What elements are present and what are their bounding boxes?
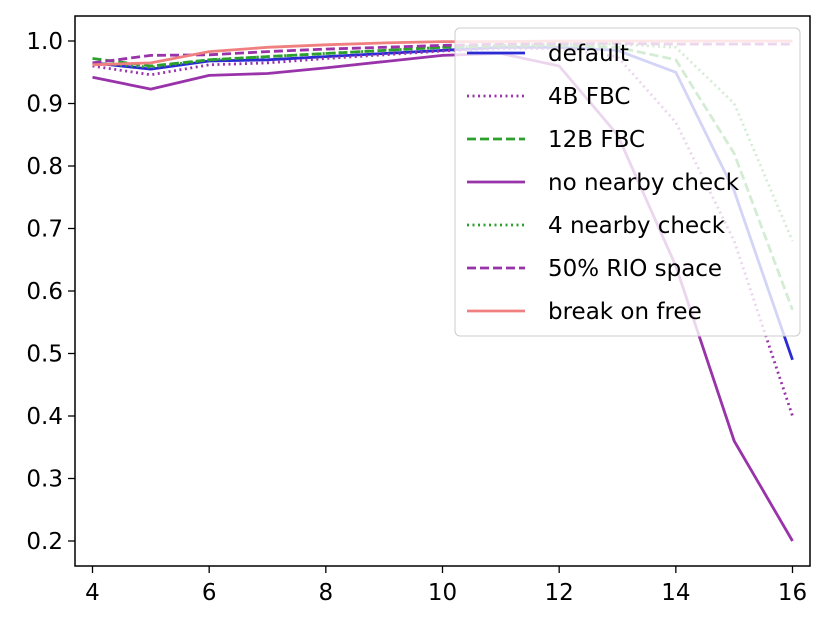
- x-tick-label: 10: [428, 580, 457, 606]
- x-tick-label: 16: [778, 580, 807, 606]
- axis-ticks: 4 6 8 10 12 14 16 0.2 0.3 0.4 0.5 0.6 0.7 0.8 0.9 1.0: [26, 29, 807, 606]
- legend-label: break on free: [548, 299, 702, 325]
- y-tick-label: 0.2: [26, 529, 63, 555]
- series-line-50-rio-space: [92, 42, 793, 65]
- legend-box: [454, 27, 801, 337]
- legend-label: 12B FBC: [548, 127, 645, 153]
- legend-label: 50% RIO space: [548, 256, 722, 282]
- legend-label: 4B FBC: [548, 84, 630, 110]
- y-tick-label: 0.8: [26, 154, 63, 180]
- y-tick-label: 0.9: [26, 92, 63, 118]
- legend-label: default: [548, 41, 629, 67]
- y-tick-label: 0.6: [26, 279, 63, 305]
- x-tick-label: 8: [319, 580, 334, 606]
- y-tick-label: 0.4: [26, 404, 63, 430]
- y-tick-label: 1.0: [26, 29, 63, 55]
- x-tick-label: 4: [85, 580, 100, 606]
- x-tick-label: 6: [202, 580, 217, 606]
- x-tick-label: 12: [545, 580, 574, 606]
- y-tick-label: 0.3: [26, 467, 63, 493]
- x-tick-label: 14: [661, 580, 690, 606]
- legend-label: no nearby check: [548, 170, 740, 196]
- legend: default 4B FBC 12B FBC no nearby check 4 nea…: [454, 27, 801, 337]
- y-tick-label: 0.7: [26, 217, 63, 243]
- y-tick-label: 0.5: [26, 342, 63, 368]
- plot-frame: [74, 15, 811, 567]
- legend-label: 4 nearby check: [548, 213, 726, 239]
